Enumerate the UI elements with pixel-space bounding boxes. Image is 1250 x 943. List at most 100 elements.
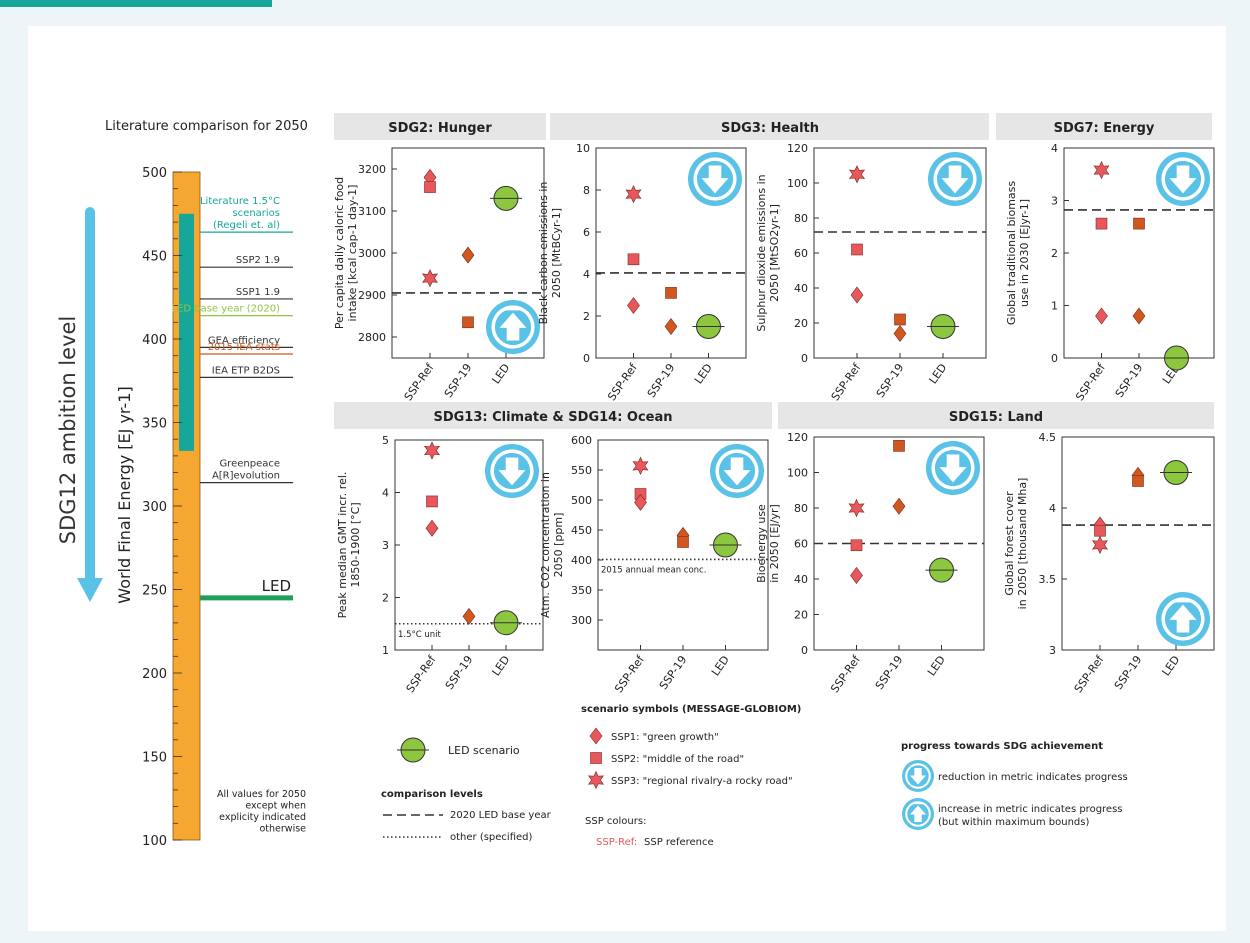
ambition-arrow-head [77,578,103,602]
data-point-diamond [892,497,906,515]
y-tick-label: 400 [142,333,167,348]
data-point-diamond [1095,307,1108,325]
y-tick-label: 1 [1051,300,1058,313]
data-point-square [893,440,905,452]
data-point-square [627,253,640,266]
legend-symbol-list: SSP1: "green growth" SSP2: "middle of the… [587,727,793,790]
section-health-label: SDG3: Health [721,121,819,136]
data-point-circle [927,314,959,339]
y-tick-label: 0 [801,352,808,365]
y-tick-label: 2 [1051,247,1058,260]
legend-led-scenario: LED scenario [448,744,520,757]
section-climate: SDG13: Climate & SDG14: Ocean [334,402,772,429]
legend-symbol-diamond [589,727,603,745]
y-axis-label: Peak median GMT incr. rel. [336,472,349,619]
legend-symbol-star [587,770,605,790]
y-tick-label: 350 [142,417,167,432]
data-point-square [426,495,438,508]
data-point-diamond [1132,307,1146,325]
comparison-level-label: scenarios [232,208,280,219]
y-tick-label: 4.5 [1039,431,1057,444]
y-tick-label: 120 [787,142,808,155]
x-tick-label: SSP-Ref [404,652,439,695]
x-tick-label: SSP-19 [442,361,475,400]
x-tick-label: SSP-Ref [829,360,864,403]
top-accent-bar [0,0,272,7]
data-point-diamond [425,519,439,537]
y-tick-label: 2 [382,592,389,605]
section-energy: SDG7: Energy [996,113,1212,140]
footnote-line: All values for 2050 [217,789,306,800]
y-tick-label: 2900 [358,289,386,302]
y-axis-label: 2050 [ppm] [552,513,565,578]
x-tick-label: SSP-Ref [402,360,437,403]
y-tick-label: 4 [583,268,590,281]
data-point-circle [490,185,522,211]
ambition-chart: 100 150 200 250 300 350 400 450 500 Literature 1.… [56,166,306,849]
section-energy-label: SDG7: Energy [1054,121,1155,136]
y-tick-label: 0 [1051,352,1058,365]
y-tick-label: 4 [1049,502,1056,515]
data-point-square [894,313,906,326]
section-hunger: SDG2: Hunger [334,113,546,140]
data-point-square [424,181,436,193]
y-tick-label: 3 [382,539,389,552]
y-axis-label: Bioenergy use [755,504,768,583]
chart-black-carbon: 0 2 4 6 8 10 SSP-Ref SSP-19 LED Black carbon emis… [537,142,747,403]
comparison-level-label: (Regeli et. al) [213,220,280,231]
comparison-line-label: 2015 annual mean conc. [601,565,706,575]
legend-ssp-ref-value: SSP reference [644,837,714,848]
chart-sulphur-dioxide: 0 20 40 60 80 100 120 SSP-Ref SSP-19 LED Sulphur d… [755,142,987,403]
section-climate-label: SDG13: Climate & SDG14: Ocean [433,410,672,425]
y-tick-label: 300 [571,614,592,627]
y-axis-label: Black carbon emissions in [537,182,550,325]
data-point-diamond [893,325,907,342]
legend-comparison-dotted: other (specified) [450,832,533,843]
y-tick-label: 40 [794,282,808,295]
reduction-arrow-icon [902,760,934,792]
y-axis-label: in 2050 [thousand Mha] [1016,478,1029,610]
y-tick-label: 3000 [358,247,386,260]
legend-progress-title: progress towards SDG achievement [901,741,1103,752]
x-tick-label: LED [489,361,512,386]
comparison-level-label: A[R]evolution [212,471,280,482]
legend-progress-reduction: reduction in metric indicates progress [938,772,1128,783]
y-axis-label: use in 2030 [EJyr-1] [1018,199,1031,307]
x-tick-label: SSP-19 [443,653,476,692]
legend-symbol-label: SSP2: "middle of the road" [611,754,744,765]
data-point-diamond [627,297,640,314]
footnote-line: explicity indicated [219,812,306,823]
y-axis-label: Global traditional biomass [1005,181,1018,326]
y-tick-label: 4 [1051,142,1058,155]
data-point-circle [925,557,958,583]
y-tick-label: 10 [576,142,590,155]
comparison-line-label: 1.5°C unit [398,630,442,640]
data-point-circle [1160,345,1193,371]
x-tick-label: SSP-19 [873,653,906,692]
x-tick-label: LED [489,653,512,678]
page-title: Literature comparison for 2050 [105,119,308,134]
data-point-star [423,441,441,460]
y-tick-label: 4 [382,487,389,500]
legend-progress-increase-1: increase in metric indicates progress [938,804,1123,815]
y-tick-label: 3 [1049,644,1056,657]
y-tick-label: 550 [571,464,592,477]
data-point-square [1132,475,1144,487]
footnote-line: except when [245,801,306,812]
data-point-circle [709,532,742,558]
y-tick-label: 120 [787,431,808,444]
data-point-square [665,287,677,299]
legend-comparison-title: comparison levels [381,789,483,800]
y-tick-label: 2800 [358,331,386,344]
y-tick-label: 1 [382,644,389,657]
legend-ssp-colours-title: SSP colours: [585,816,646,827]
y-tick-label: 80 [794,502,808,515]
increase-arrow-icon [486,300,540,354]
y-tick-label: 500 [571,494,592,507]
y-tick-label: 100 [787,467,808,480]
y-tick-label: 5 [382,434,389,447]
chart-peak-gmt: 1 2 3 4 5 SSP-Ref SSP-19 LED 1.5°C unit Peak medi… [336,434,544,695]
y-axis-label: Sulphur dioxide emissions in [755,174,768,331]
x-tick-label: SSP-19 [657,653,690,692]
y-tick-label: 3 [1051,195,1058,208]
